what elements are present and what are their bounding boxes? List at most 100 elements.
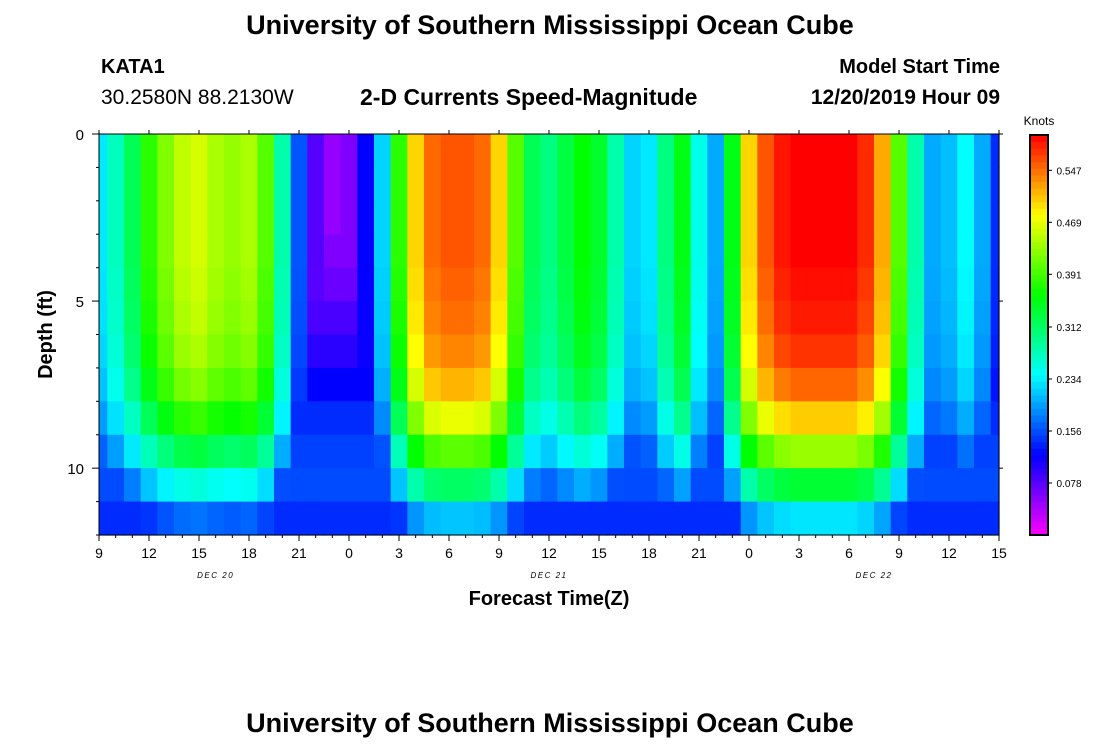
heatmap-cell (957, 234, 975, 269)
heatmap-cell (657, 200, 675, 235)
heatmap-cell (790, 234, 808, 269)
heatmap-cell (724, 468, 742, 503)
heatmap-cell (607, 200, 625, 235)
heatmap-cell (457, 401, 475, 436)
heatmap-cell (140, 434, 158, 469)
heatmap-cell (124, 434, 142, 469)
heatmap-cell (157, 167, 175, 202)
heatmap-cell (807, 167, 825, 202)
heatmap-cell (140, 468, 158, 503)
heatmap-cell (724, 434, 742, 469)
heatmap-cell (257, 334, 275, 369)
heatmap-cell (474, 468, 492, 503)
heatmap-cell (407, 200, 425, 235)
heatmap-cell (840, 134, 858, 169)
heatmap-cell (790, 200, 808, 235)
heatmap-cell (457, 501, 475, 536)
heatmap-cell (124, 367, 142, 402)
heatmap-cell (624, 134, 642, 169)
heatmap-cell (240, 501, 258, 536)
heatmap-cell (224, 434, 242, 469)
heatmap-cell (774, 301, 792, 336)
heatmap-cell (690, 234, 708, 269)
heatmap-cell (857, 167, 875, 202)
heatmap-cell (724, 200, 742, 235)
heatmap-cell (724, 367, 742, 402)
colorbar-tick-label: 0.547 (1056, 166, 1081, 177)
colorbar-segment (1030, 201, 1048, 209)
colorbar-segment (1030, 241, 1048, 249)
heatmap-cell (574, 334, 592, 369)
heatmap-cell (207, 167, 225, 202)
heatmap-cell (974, 334, 992, 369)
heatmap-cell (724, 401, 742, 436)
heatmap-cell (207, 501, 225, 536)
colorbar-segment (1030, 495, 1048, 503)
heatmap-cell (99, 301, 108, 336)
heatmap-cell (424, 234, 442, 269)
heatmap-cell (390, 200, 408, 235)
heatmap-cell (474, 200, 492, 235)
heatmap-cell (240, 401, 258, 436)
x-tick-label: 9 (495, 545, 503, 561)
heatmap-cell (107, 301, 125, 336)
heatmap-cell (140, 134, 158, 169)
heatmap-cell (590, 468, 608, 503)
heatmap-cell (424, 167, 442, 202)
heatmap-cell (640, 301, 658, 336)
heatmap-cell (874, 434, 892, 469)
heatmap-cell (657, 301, 675, 336)
heatmap-cell (240, 134, 258, 169)
heatmap-cell (890, 367, 908, 402)
heatmap-cell (724, 334, 742, 369)
heatmap-cell (390, 401, 408, 436)
heatmap-cell (857, 401, 875, 436)
heatmap-cell (374, 267, 392, 302)
heatmap-cell (657, 401, 675, 436)
heatmap-cell (557, 167, 575, 202)
heatmap-cell (907, 167, 925, 202)
heatmap-cell (674, 267, 692, 302)
heatmap-cell (540, 367, 558, 402)
heatmap-cell (740, 401, 758, 436)
x-tick-label: 3 (795, 545, 803, 561)
heatmap-cell (907, 200, 925, 235)
heatmap-cell (124, 200, 142, 235)
heatmap-cell (474, 434, 492, 469)
heatmap-cell (257, 401, 275, 436)
heatmap-cell (874, 267, 892, 302)
heatmap-cell (207, 200, 225, 235)
colorbar-segment (1030, 461, 1048, 469)
colorbar-segment (1030, 488, 1048, 496)
colorbar-segment (1030, 448, 1048, 456)
heatmap-cell (390, 468, 408, 503)
heatmap-cell (690, 468, 708, 503)
heatmap-cell (790, 301, 808, 336)
heatmap-cell (874, 167, 892, 202)
heatmap-cell (374, 367, 392, 402)
heatmap-cell (757, 434, 775, 469)
heatmap-cell (507, 267, 525, 302)
heatmap-cell (107, 468, 125, 503)
heatmap-cell (474, 167, 492, 202)
heatmap-cell (540, 334, 558, 369)
colorbar-segment (1030, 295, 1048, 303)
colorbar-segment (1030, 528, 1048, 536)
colorbar-segment (1030, 308, 1048, 316)
heatmap-cell (357, 167, 375, 202)
heatmap-cell (490, 401, 508, 436)
heatmap-cell (124, 234, 142, 269)
colorbar-segment (1030, 475, 1048, 483)
heatmap-cell (440, 501, 458, 536)
colorbar-segment (1030, 468, 1048, 476)
heatmap-cell (790, 401, 808, 436)
heatmap-cell (874, 468, 892, 503)
heatmap-cell (924, 367, 942, 402)
heatmap-cell (690, 334, 708, 369)
heatmap-cell (324, 301, 342, 336)
heatmap-cell (590, 267, 608, 302)
heatmap-cell (690, 434, 708, 469)
heatmap-cell (240, 267, 258, 302)
heatmap-cell (257, 134, 275, 169)
colorbar-segment (1030, 301, 1048, 309)
